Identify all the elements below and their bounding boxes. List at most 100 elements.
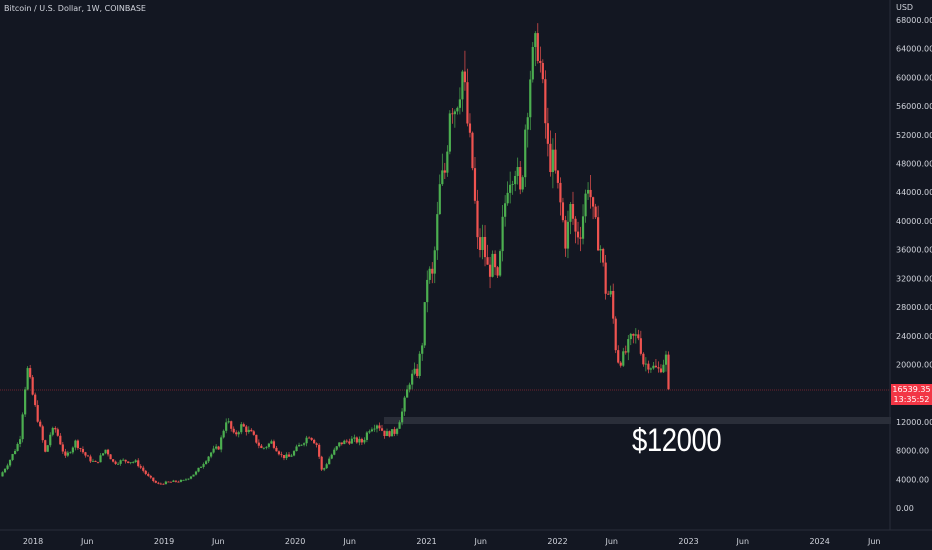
candle-body	[521, 177, 524, 190]
candle-body	[66, 452, 69, 456]
candle-body	[353, 437, 356, 439]
candle-body	[235, 432, 238, 435]
candle-body	[19, 439, 22, 444]
candle-body	[365, 432, 369, 440]
candle-body	[207, 456, 210, 462]
candle-body	[453, 111, 456, 115]
candle-body	[169, 481, 172, 483]
support-zone-12000	[384, 417, 891, 424]
candle-body	[471, 132, 474, 169]
candle-body	[61, 444, 64, 452]
candle-body	[413, 368, 416, 374]
candle-body	[111, 459, 115, 462]
candle-body	[355, 437, 358, 443]
y-tick-label: 0.00	[896, 504, 914, 513]
candle-body	[49, 434, 52, 446]
candle-body	[473, 168, 477, 201]
x-tick-label: Jun	[605, 537, 619, 546]
candle-body	[101, 453, 105, 456]
candle-body	[164, 481, 167, 485]
candle-body	[493, 253, 497, 268]
candle-body	[360, 438, 363, 443]
candle-body	[297, 444, 301, 447]
candle-body	[632, 333, 635, 336]
candle-body	[358, 438, 361, 443]
candle-body	[287, 454, 291, 457]
candle-body	[74, 440, 77, 448]
candle-body	[29, 368, 32, 378]
candle-body	[549, 143, 552, 173]
candle-body	[659, 368, 663, 373]
candle-body	[240, 424, 243, 433]
candle-body	[137, 460, 140, 467]
candle-body	[554, 149, 557, 171]
x-tick-label: 2018	[23, 537, 43, 546]
candle-body	[569, 204, 572, 222]
candle-body	[403, 397, 406, 412]
y-tick-label: 24000.00	[896, 332, 932, 341]
candle-body	[609, 290, 612, 295]
y-tick-label: 60000.00	[896, 73, 932, 82]
candle-body	[458, 99, 461, 108]
candle-body	[26, 368, 29, 390]
candle-body	[591, 197, 595, 207]
y-tick-label: 8000.00	[896, 447, 929, 456]
candle-body	[456, 107, 459, 112]
candle-body	[189, 476, 193, 479]
candle-body	[59, 435, 62, 445]
candle-body	[574, 218, 577, 232]
candle-body	[350, 438, 353, 444]
candle-body	[581, 216, 585, 239]
candle-body	[89, 456, 92, 462]
y-tick-label: 32000.00	[896, 274, 932, 283]
candle-body	[134, 460, 137, 462]
candle-body	[96, 461, 100, 463]
candle-body	[579, 237, 582, 239]
candle-body	[305, 437, 308, 444]
candle-body	[654, 365, 658, 368]
candle-body	[664, 354, 668, 365]
candle-body	[202, 464, 205, 467]
candle-body	[408, 384, 411, 390]
candle-body	[255, 434, 258, 443]
candle-body	[451, 113, 454, 115]
candle-body	[328, 458, 331, 465]
y-tick-label: 28000.00	[896, 303, 932, 312]
chart-title: Bitcoin / U.S. Dollar, 1W, COINBASE	[4, 4, 146, 13]
candle-body	[177, 481, 180, 483]
candle-body	[335, 446, 338, 450]
candle-body	[411, 373, 414, 385]
candle-body	[247, 429, 250, 433]
x-tick-label: 2024	[809, 537, 829, 546]
candle-body	[486, 257, 489, 265]
candle-body	[54, 427, 57, 430]
candle-body	[270, 441, 273, 444]
candles	[1, 23, 670, 485]
candle-body	[154, 481, 157, 483]
candle-body	[418, 353, 421, 376]
candle-body	[421, 345, 424, 354]
candle-body	[330, 454, 333, 459]
y-tick-label: 68000.00	[896, 16, 932, 25]
y-tick-label: 56000.00	[896, 102, 932, 111]
candle-body	[566, 221, 570, 249]
candle-body	[622, 351, 625, 366]
x-tick-label: 2021	[416, 537, 436, 546]
candle-body	[282, 455, 286, 459]
candle-body	[388, 431, 391, 437]
candle-body	[94, 460, 97, 462]
price-axis[interactable]: 0.004000.008000.0012000.0016000.0020000.…	[896, 16, 932, 513]
candle-body	[262, 447, 265, 449]
candle-body	[529, 79, 532, 118]
candle-body	[199, 466, 203, 468]
candle-body	[348, 441, 351, 444]
time-axis[interactable]: 2018 Jun 2019 Jun 2020 Jun 2021 Jun 2022 Jun 2023 J…	[23, 537, 881, 546]
candle-body	[194, 471, 198, 475]
candle-body	[373, 428, 376, 430]
candle-body	[184, 479, 188, 481]
candle-body	[423, 302, 426, 346]
candle-body	[446, 151, 449, 173]
candle-body	[250, 429, 253, 432]
candle-body	[426, 279, 429, 303]
